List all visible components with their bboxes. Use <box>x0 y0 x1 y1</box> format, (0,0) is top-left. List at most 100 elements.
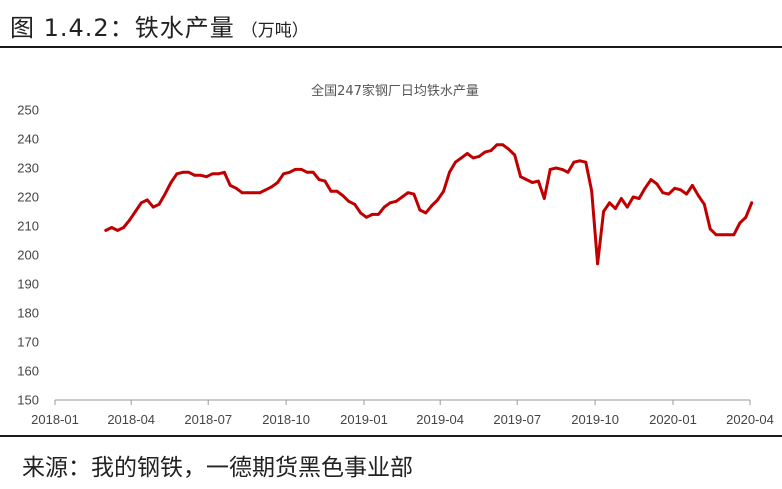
data-point <box>465 152 469 155</box>
data-point <box>430 204 434 208</box>
y-tick-label: 250 <box>17 103 39 118</box>
y-tick-label: 220 <box>17 190 39 205</box>
data-point <box>708 227 712 231</box>
data-point <box>394 199 398 203</box>
x-tick-label: 2018-07 <box>184 412 232 427</box>
data-point <box>406 191 410 195</box>
x-axis-ticks: 2018-01 2018-04 2018-07 2018-10 2019-01 2019-… <box>31 400 774 427</box>
y-tick-label: 240 <box>17 132 39 147</box>
data-points <box>104 143 754 266</box>
data-point <box>560 168 564 171</box>
data-point <box>323 179 327 183</box>
data-point <box>720 233 724 237</box>
data-point <box>454 160 457 164</box>
data-point <box>726 233 730 237</box>
data-point <box>602 210 605 213</box>
data-point <box>234 186 238 190</box>
data-point <box>679 188 682 192</box>
y-tick-label: 200 <box>17 248 39 263</box>
data-point <box>448 170 451 174</box>
x-tick-label: 2019-10 <box>571 412 619 427</box>
data-point <box>655 182 659 186</box>
x-tick-label: 2018-01 <box>31 412 79 427</box>
data-point <box>246 191 250 195</box>
data-point <box>288 170 291 174</box>
data-point <box>614 207 617 211</box>
data-point <box>584 160 588 164</box>
x-tick-label: 2018-10 <box>262 412 310 427</box>
data-point <box>365 215 368 219</box>
data-point <box>299 168 303 171</box>
data-point <box>276 181 279 184</box>
data-point <box>128 218 131 222</box>
data-point <box>211 172 214 176</box>
y-tick-label: 150 <box>17 393 39 408</box>
data-point <box>412 192 416 196</box>
y-tick-label: 190 <box>17 277 39 292</box>
data-point <box>193 173 197 177</box>
series-line <box>104 143 754 266</box>
data-point <box>459 156 463 160</box>
data-point <box>625 205 629 209</box>
data-point <box>418 208 422 212</box>
data-point <box>702 202 706 206</box>
data-point <box>145 198 149 202</box>
figure-title: 图 1.4.2：铁水产量 <box>10 14 235 42</box>
data-point <box>738 221 742 225</box>
data-point <box>311 170 315 174</box>
x-tick-label: 2019-04 <box>416 412 464 427</box>
source-note: 来源：我的钢铁，一德期货黑色事业部 <box>22 455 413 481</box>
data-point <box>151 205 155 209</box>
data-point <box>240 191 244 195</box>
data-point <box>305 170 309 174</box>
data-point <box>317 178 321 182</box>
data-point <box>270 185 274 189</box>
data-point <box>542 197 546 200</box>
data-point <box>371 213 374 216</box>
data-point <box>222 170 226 174</box>
data-point <box>169 181 173 184</box>
chart-title: 全国247家钢厂日均铁水产量 <box>311 83 479 99</box>
data-point <box>436 198 439 202</box>
data-point <box>578 159 582 163</box>
y-tick-label: 160 <box>17 364 39 379</box>
data-point <box>714 233 718 237</box>
data-point <box>507 147 511 151</box>
data-point <box>377 213 380 216</box>
data-point <box>608 201 611 205</box>
top-divider <box>0 46 782 48</box>
data-point <box>329 189 333 193</box>
data-point <box>335 189 339 193</box>
data-point <box>175 172 179 176</box>
data-point <box>382 205 386 209</box>
data-point <box>353 202 357 206</box>
data-point <box>341 194 345 198</box>
data-point <box>483 150 487 154</box>
data-point <box>697 194 700 198</box>
data-point <box>134 210 137 213</box>
data-point <box>258 191 262 195</box>
x-tick-label: 2020-04 <box>726 412 774 427</box>
data-point <box>181 170 185 174</box>
data-point <box>282 172 285 176</box>
data-point <box>228 184 232 187</box>
data-point <box>205 175 208 179</box>
data-point <box>388 201 392 205</box>
data-point <box>477 155 481 158</box>
line-chart: 全国247家钢厂日均铁水产量 150 160 170 180 190 200 210 220 2… <box>17 83 774 427</box>
data-point <box>531 181 534 184</box>
y-axis-ticks: 150 160 170 180 190 200 210 220 230 240 250 <box>17 103 39 408</box>
data-point <box>596 262 599 266</box>
data-point <box>637 197 641 200</box>
data-point <box>163 192 167 196</box>
data-point <box>359 211 362 215</box>
x-tick-label: 2018-04 <box>107 412 155 427</box>
data-point <box>347 199 351 203</box>
data-point <box>548 168 552 171</box>
data-point <box>513 153 517 157</box>
data-point <box>442 189 445 193</box>
data-point <box>619 197 623 200</box>
data-point <box>750 201 754 205</box>
x-tick-label: 2019-01 <box>340 412 388 427</box>
data-point <box>525 178 528 182</box>
